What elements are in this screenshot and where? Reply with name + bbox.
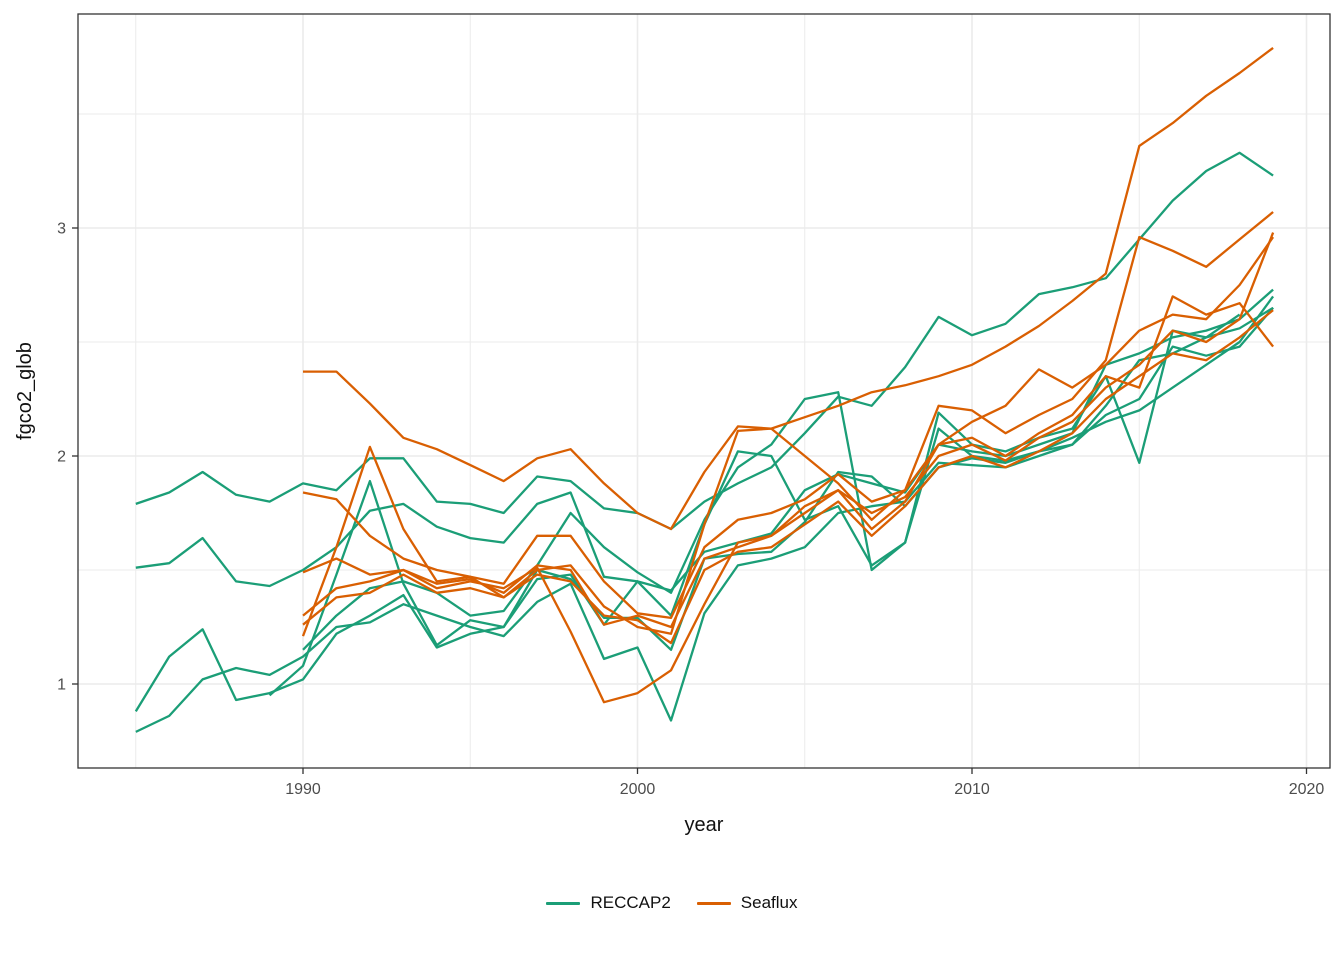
- x-tick-label: 1990: [285, 781, 321, 798]
- legend-label-reccap2: RECCAP2: [590, 893, 671, 912]
- x-axis-title: year: [684, 814, 724, 836]
- series-line: [135, 151, 1274, 531]
- series-line: [302, 232, 1275, 629]
- series-line: [303, 46, 1274, 531]
- reccap2-line-swatch-icon: [546, 901, 581, 905]
- legend-label-seaflux: Seaflux: [740, 893, 798, 912]
- legend-item-seaflux: Seaflux: [696, 893, 798, 913]
- series-line: [301, 236, 1275, 637]
- y-axis-title: fgco2_glob: [14, 342, 36, 440]
- panel-background: [78, 14, 1330, 768]
- x-tick-label: 2010: [954, 781, 990, 798]
- x-tick-label: 2000: [620, 781, 656, 798]
- legend-item-reccap2: RECCAP2: [546, 893, 671, 913]
- y-tick-label: 2: [57, 449, 66, 466]
- x-tick-label: 2020: [1289, 781, 1325, 798]
- series-line: [135, 307, 1274, 733]
- series-line: [268, 313, 1241, 697]
- panel-border: [77, 13, 1331, 769]
- series-line: [302, 309, 1274, 645]
- series-line: [302, 211, 1274, 620]
- seaflux-line-swatch-icon: [696, 901, 731, 905]
- series-line: [302, 295, 1275, 704]
- y-tick-label: 3: [57, 221, 66, 238]
- y-tick-label: 1: [57, 677, 66, 694]
- legend: RECCAP2 Seaflux: [0, 893, 1344, 913]
